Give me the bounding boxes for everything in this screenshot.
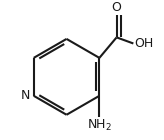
Text: OH: OH: [134, 37, 153, 50]
Text: N: N: [21, 89, 30, 102]
Text: O: O: [112, 1, 122, 14]
Text: NH$_2$: NH$_2$: [87, 118, 112, 133]
